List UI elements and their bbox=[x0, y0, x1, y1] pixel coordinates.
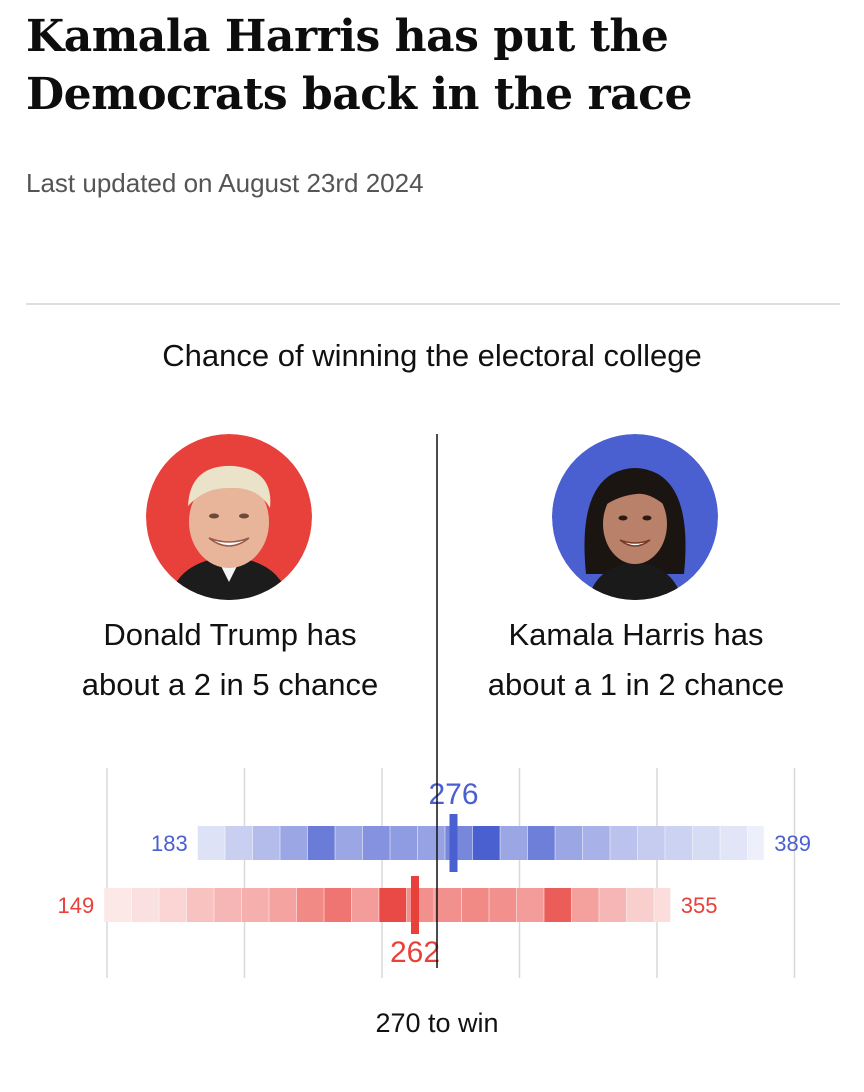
harris-distribution-band bbox=[665, 826, 693, 860]
chart-title: Chance of winning the electoral college bbox=[162, 338, 702, 373]
trump-distribution-band bbox=[186, 888, 214, 922]
trump-distribution-band bbox=[214, 888, 242, 922]
harris-caption-line1: Kamala Harris has bbox=[508, 617, 764, 652]
trump-distribution-band bbox=[654, 888, 671, 922]
trump-distribution-band bbox=[131, 888, 159, 922]
trump-distribution-band bbox=[296, 888, 324, 922]
trump-distribution-band bbox=[269, 888, 297, 922]
harris-distribution-band bbox=[637, 826, 665, 860]
trump-distribution-band bbox=[571, 888, 599, 922]
harris-distribution-band bbox=[720, 826, 748, 860]
trump-distribution-band bbox=[406, 888, 434, 922]
trump-median-label: 262 bbox=[390, 936, 440, 969]
trump-distribution-band bbox=[351, 888, 379, 922]
divider bbox=[26, 303, 840, 305]
harris-distribution-band bbox=[417, 826, 445, 860]
trump-distribution-band bbox=[599, 888, 627, 922]
harris-distribution-band bbox=[527, 826, 555, 860]
harris-caption: Kamala Harris has about a 1 in 2 chance bbox=[446, 610, 826, 710]
harris-distribution-band bbox=[335, 826, 363, 860]
trump-max-label: 355 bbox=[681, 893, 718, 918]
trump-distribution-band bbox=[104, 888, 132, 922]
harris-max-label: 389 bbox=[774, 831, 811, 856]
harris-distribution-band bbox=[500, 826, 528, 860]
harris-distribution-band bbox=[197, 826, 225, 860]
harris-caption-line2: about a 1 in 2 chance bbox=[487, 667, 785, 702]
harris-distribution-band bbox=[252, 826, 280, 860]
last-updated: Last updated on August 23rd 2024 bbox=[26, 168, 424, 198]
harris-min-label: 183 bbox=[151, 831, 188, 856]
trump-distribution-band bbox=[241, 888, 269, 922]
harris-distribution-band bbox=[582, 826, 610, 860]
trump-distribution-band bbox=[159, 888, 187, 922]
harris-median-label: 276 bbox=[428, 778, 478, 811]
harris-distribution-band bbox=[307, 826, 335, 860]
trump-min-label: 149 bbox=[58, 893, 95, 918]
threshold-label: 270 to win bbox=[375, 1008, 498, 1038]
trump-caption-line2: about a 2 in 5 chance bbox=[81, 667, 379, 702]
trump-distribution-band bbox=[324, 888, 352, 922]
trump-distribution-band bbox=[461, 888, 489, 922]
trump-distribution-band bbox=[489, 888, 517, 922]
harris-distribution-band bbox=[610, 826, 638, 860]
trump-distribution-band bbox=[434, 888, 462, 922]
harris-distribution-band bbox=[747, 826, 764, 860]
trump-portrait-icon bbox=[146, 434, 312, 600]
harris-distribution-band bbox=[472, 826, 500, 860]
harris-distribution-band bbox=[445, 826, 473, 860]
trump-distribution-band bbox=[516, 888, 544, 922]
trump-distribution-band bbox=[626, 888, 654, 922]
trump-median-marker bbox=[411, 876, 419, 934]
harris-distribution-band bbox=[225, 826, 253, 860]
harris-distribution-band bbox=[390, 826, 418, 860]
headline: Kamala Harris has put the Democrats back… bbox=[26, 11, 692, 120]
harris-distribution-band bbox=[280, 826, 308, 860]
trump-distribution-band bbox=[544, 888, 572, 922]
trump-caption: Donald Trump has about a 2 in 5 chance bbox=[40, 610, 420, 710]
trump-caption-line1: Donald Trump has bbox=[103, 617, 357, 652]
harris-portrait-icon bbox=[552, 434, 718, 600]
harris-distribution-band bbox=[692, 826, 720, 860]
harris-distribution-band bbox=[362, 826, 390, 860]
harris-median-marker bbox=[449, 814, 458, 872]
trump-distribution-band bbox=[379, 888, 407, 922]
harris-distribution-band bbox=[555, 826, 583, 860]
